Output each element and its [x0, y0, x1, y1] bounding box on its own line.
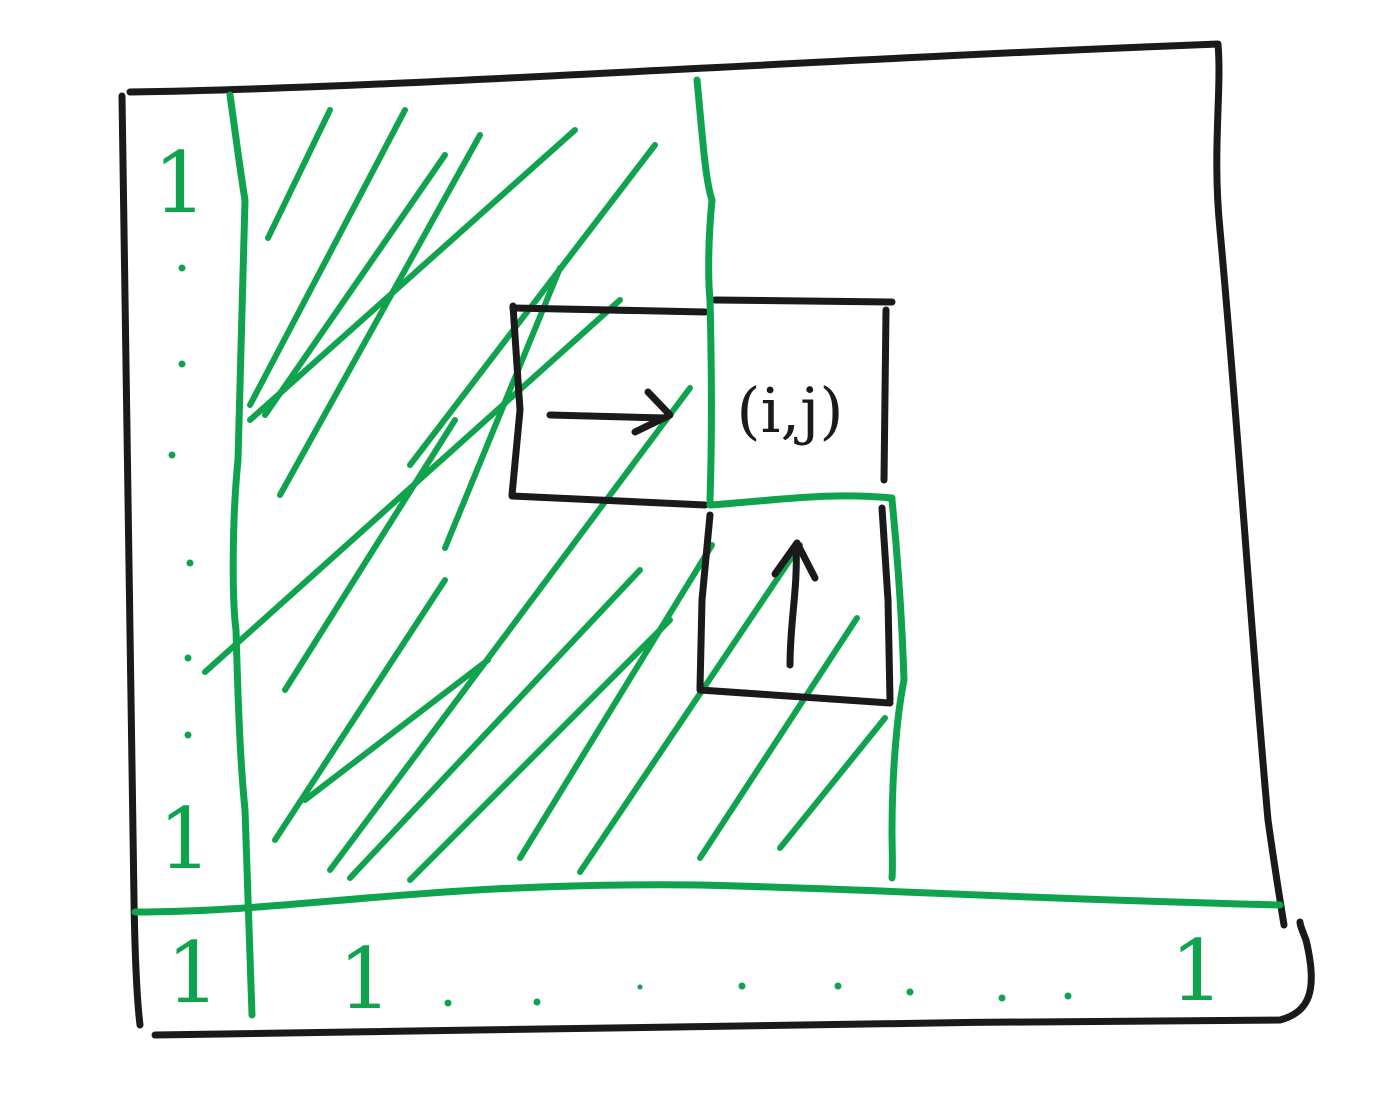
cell-target — [711, 296, 896, 484]
cell-left-neighbor — [508, 302, 709, 509]
cell-lower-neighbor — [696, 504, 894, 707]
right-arrow-icon — [546, 388, 674, 436]
bottom-first-one: 1 — [338, 930, 391, 1028]
bottom-row-dots — [444, 982, 1072, 1007]
left-bottom-one: 1 — [158, 790, 211, 888]
left-column-dots — [168, 264, 194, 739]
up-arrow-icon — [771, 539, 819, 669]
left-column-ones: 1 1 — [153, 134, 211, 888]
outer-matrix-frame — [118, 40, 1315, 1039]
bottom-corner-one: 1 — [166, 924, 219, 1022]
green-boundaries — [131, 76, 1284, 1019]
bottom-last-one: 1 — [1170, 922, 1223, 1020]
left-top-one: 1 — [153, 134, 206, 232]
cell-label: (i,j) — [736, 374, 843, 447]
bottom-row-ones: 1 1 1 — [166, 922, 1223, 1028]
